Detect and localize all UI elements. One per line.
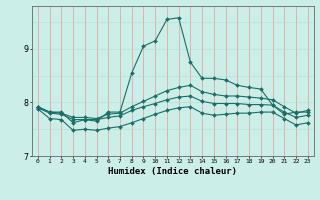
X-axis label: Humidex (Indice chaleur): Humidex (Indice chaleur) xyxy=(108,167,237,176)
